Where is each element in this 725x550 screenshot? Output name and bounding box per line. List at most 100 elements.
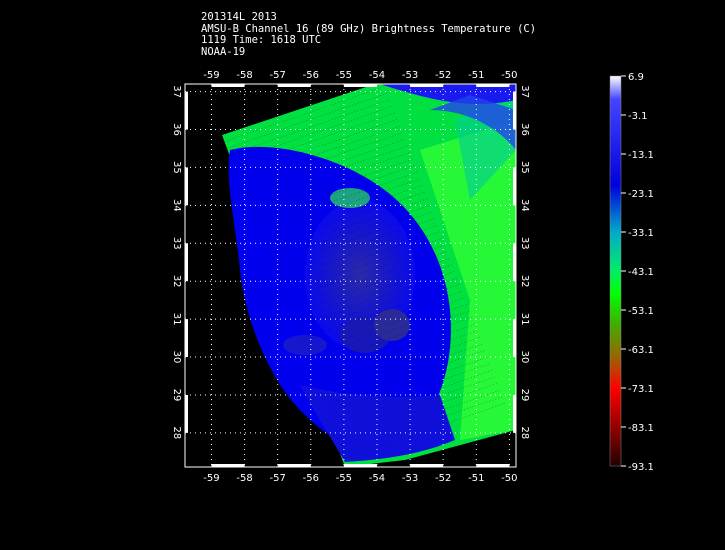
plot-area: -59 -59 -58 -58 -57 -57 -56 -56 -55 -55 -54 -54 -53 -… xyxy=(171,70,530,484)
lon-bar-top xyxy=(211,84,245,87)
lat-tick-label-left: 34 xyxy=(171,199,182,212)
scan-line xyxy=(251,158,413,215)
scan-line xyxy=(319,337,480,393)
scan-line xyxy=(284,244,445,301)
lat-tick-label-left: 36 xyxy=(171,123,182,136)
observation-time: 1119 Time: 1618 UTC xyxy=(201,34,322,46)
lat-tick-label-right: 30 xyxy=(519,351,530,364)
scan-line xyxy=(309,310,470,367)
scan-line xyxy=(244,139,405,195)
lon-tick-label-bottom: -53 xyxy=(402,473,418,484)
lon-tick-label-bottom: -57 xyxy=(270,473,286,484)
scan-line xyxy=(279,231,440,288)
product-title: AMSU-B Channel 16 (89 GHz) Brightness Te… xyxy=(201,22,537,35)
scan-line xyxy=(294,271,455,327)
lat-tick-label-left: 31 xyxy=(171,313,182,326)
colorbar-label: -33.1 xyxy=(628,228,654,239)
lon-tick-label-bottom: -59 xyxy=(203,473,219,484)
scan-line xyxy=(241,132,403,189)
image-header: 201314L 2013 AMSU-B Channel 16 (89 GHz) … xyxy=(201,11,537,58)
lat-tick-label-left: 30 xyxy=(171,351,182,364)
lat-tick-label-right: 29 xyxy=(519,389,530,402)
lon-tick-label-top: -57 xyxy=(270,70,286,81)
scan-line xyxy=(341,396,503,453)
scan-line xyxy=(316,330,478,387)
lon-bar-bottom xyxy=(410,464,444,467)
lat-tick-label-right: 33 xyxy=(519,237,530,250)
lon-tick-label-bottom: -54 xyxy=(369,473,385,484)
lon-tick-label-top: -55 xyxy=(336,70,352,81)
scan-line xyxy=(311,317,473,373)
lon-tick-label-top: -50 xyxy=(501,70,517,81)
scan-line xyxy=(276,224,438,281)
scan-line xyxy=(344,403,505,459)
scan-line xyxy=(291,264,453,321)
scan-line xyxy=(274,218,435,274)
storm-id-year: 201314L 2013 xyxy=(201,11,277,23)
colorbar-labels: 6.9 -3.1 -13.1 -23.1 -33.1 -43.1 -53.1 -63.1 -73… xyxy=(621,72,654,473)
lat-bar-left xyxy=(185,167,188,206)
lon-bar-top xyxy=(410,84,444,87)
lat-tick-label-left: 32 xyxy=(171,275,182,288)
colorbar-label: -93.1 xyxy=(628,462,654,473)
colorbar: 6.9 -3.1 -13.1 -23.1 -33.1 -43.1 -53.1 -63.1 -73… xyxy=(609,72,654,473)
colorbar-label: -3.1 xyxy=(628,111,648,122)
lat-tick-label-right: 32 xyxy=(519,275,530,288)
lat-bar-left xyxy=(185,91,188,130)
lat-tick-label-left: 37 xyxy=(171,85,182,98)
scan-line xyxy=(289,257,450,314)
lon-tick-label-top: -59 xyxy=(203,70,219,81)
lon-tick-label-bottom: -51 xyxy=(468,473,484,484)
lat-tick-label-right: 36 xyxy=(519,123,530,136)
lat-tick-label-left: 28 xyxy=(171,427,182,440)
cold-core xyxy=(374,309,410,341)
lat-bar-right xyxy=(513,91,516,130)
colorbar-label: -83.1 xyxy=(628,423,654,434)
lon-bar-top xyxy=(343,84,377,87)
lat-bar-right xyxy=(513,394,516,433)
scan-line xyxy=(229,99,390,156)
scan-lines xyxy=(221,84,505,459)
lon-tick-label-top: -52 xyxy=(435,70,451,81)
lat-bar-right xyxy=(513,167,516,206)
scan-line xyxy=(269,205,430,261)
swath-imagery xyxy=(221,84,516,467)
scan-line xyxy=(321,343,483,400)
grid-lines xyxy=(185,84,516,467)
scan-line xyxy=(336,383,498,439)
lat-tick-label-right: 31 xyxy=(519,313,530,326)
lon-tick-label-top: -51 xyxy=(468,70,484,81)
scan-line xyxy=(224,86,385,142)
lon-tick-label-bottom: -52 xyxy=(435,473,451,484)
scan-line xyxy=(259,178,420,235)
scan-line xyxy=(254,165,415,222)
scan-line xyxy=(261,185,423,241)
axis-bars xyxy=(185,84,516,467)
scan-line xyxy=(221,84,372,136)
lat-bar-right xyxy=(513,319,516,358)
lat-tick-label-right: 34 xyxy=(519,199,530,212)
scan-line xyxy=(326,356,488,413)
scan-line xyxy=(331,370,493,426)
scan-line xyxy=(324,350,485,406)
lon-bar-top xyxy=(277,84,311,87)
lat-tick-label-left: 35 xyxy=(171,161,182,174)
scan-line xyxy=(234,112,395,169)
scan-line xyxy=(236,119,398,175)
lon-tick-label-bottom: -50 xyxy=(501,473,517,484)
scan-line xyxy=(226,92,388,149)
lon-tick-label-bottom: -56 xyxy=(303,473,319,484)
lat-tick-label-right: 35 xyxy=(519,161,530,174)
lat-bar-right xyxy=(513,243,516,282)
lon-tick-label-top: -54 xyxy=(369,70,385,81)
scan-line xyxy=(256,172,418,228)
scan-line xyxy=(246,145,408,202)
lon-tick-label-bottom: -55 xyxy=(336,473,352,484)
colorbar-label: -73.1 xyxy=(628,384,654,395)
colorbar-label: -43.1 xyxy=(628,267,654,278)
lat-bar-left xyxy=(185,394,188,433)
scan-line xyxy=(296,277,458,334)
colorbar-label: -53.1 xyxy=(628,306,654,317)
scan-line xyxy=(314,323,475,380)
lon-tick-label-bottom: -58 xyxy=(236,473,252,484)
